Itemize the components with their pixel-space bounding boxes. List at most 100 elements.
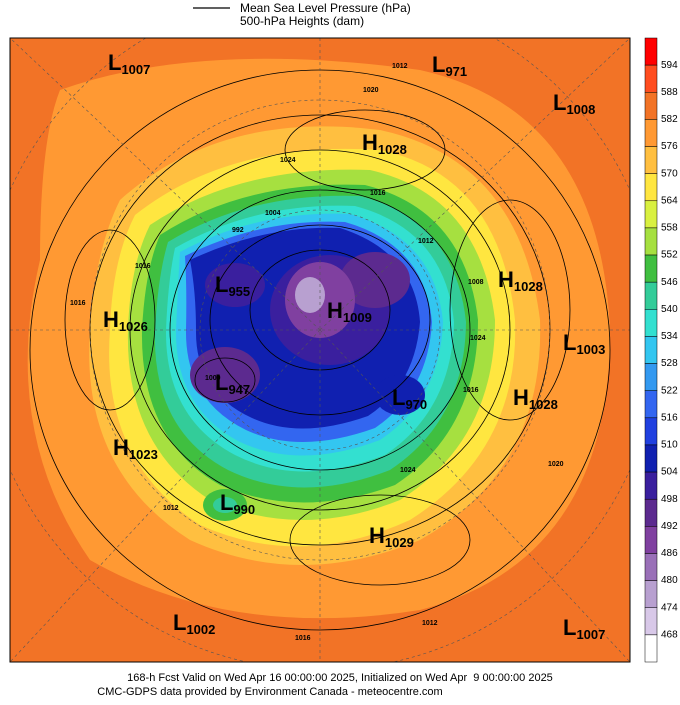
pressure-center: L990 bbox=[220, 490, 255, 517]
colorbar-box bbox=[644, 634, 658, 663]
colorbar-label: 492 bbox=[661, 521, 678, 532]
center-type: L bbox=[215, 370, 228, 395]
colorbar-box bbox=[644, 336, 658, 364]
contour-label: 1000 bbox=[205, 375, 221, 382]
pressure-center: H1028 bbox=[498, 267, 543, 294]
colorbar-box bbox=[644, 281, 658, 310]
center-value: 1009 bbox=[343, 310, 372, 325]
pressure-center: L1007 bbox=[563, 615, 605, 642]
colorbar-label: 582 bbox=[661, 114, 678, 125]
colorbar-label: 588 bbox=[661, 87, 678, 98]
center-type: L bbox=[173, 610, 186, 635]
colorbar-box bbox=[644, 444, 658, 473]
center-type: L bbox=[108, 50, 121, 75]
contour-label: 1024 bbox=[400, 467, 416, 474]
center-value: 947 bbox=[228, 382, 250, 397]
colorbar-box bbox=[644, 553, 658, 581]
center-type: H bbox=[103, 307, 119, 332]
colorbar-box bbox=[644, 363, 658, 391]
contour-label: 1016 bbox=[70, 300, 86, 307]
pressure-center: L947 bbox=[215, 370, 250, 397]
contour-label: 1016 bbox=[370, 190, 386, 197]
colorbar-label: 594 bbox=[661, 60, 678, 71]
center-value: 1008 bbox=[566, 102, 595, 117]
colorbar-box bbox=[644, 200, 658, 229]
center-value: 1003 bbox=[576, 342, 605, 357]
center-type: L bbox=[563, 615, 576, 640]
contour-label: 1012 bbox=[163, 505, 179, 512]
colorbar-label: 504 bbox=[661, 467, 678, 478]
colorbar-label: 570 bbox=[661, 168, 678, 179]
colorbar-box bbox=[644, 390, 658, 419]
colorbar-box bbox=[644, 607, 658, 636]
colorbar-label: 540 bbox=[661, 304, 678, 315]
colorbar-box bbox=[644, 309, 658, 337]
colorbar-label: 546 bbox=[661, 277, 678, 288]
center-value: 1028 bbox=[529, 397, 558, 412]
colorbar-label: 534 bbox=[661, 331, 678, 342]
center-value: 971 bbox=[445, 64, 467, 79]
colorbar-box bbox=[644, 173, 658, 202]
center-value: 970 bbox=[405, 397, 427, 412]
contour-label: 1016 bbox=[463, 387, 479, 394]
colorbar-label: 498 bbox=[661, 494, 678, 505]
center-value: 1029 bbox=[385, 535, 414, 550]
contour-label: 1016 bbox=[135, 263, 151, 270]
colorbar-label: 552 bbox=[661, 250, 678, 261]
center-type: L bbox=[220, 490, 233, 515]
contour-label: 1020 bbox=[548, 461, 564, 468]
pressure-center: H1009 bbox=[327, 298, 372, 325]
pressure-center: L1002 bbox=[173, 610, 215, 637]
center-type: L bbox=[432, 52, 445, 77]
center-type: H bbox=[513, 385, 529, 410]
colorbar-label: 468 bbox=[661, 630, 678, 641]
center-type: L bbox=[215, 272, 228, 297]
center-type: H bbox=[362, 130, 378, 155]
center-type: H bbox=[113, 435, 129, 460]
center-type: H bbox=[369, 523, 385, 548]
pressure-center: L1008 bbox=[553, 90, 595, 117]
pressure-center: L1007 bbox=[108, 50, 150, 77]
pressure-center: H1023 bbox=[113, 435, 158, 462]
pressure-center: L970 bbox=[392, 385, 427, 412]
colorbar-label: 516 bbox=[661, 412, 678, 423]
colorbar-label: 486 bbox=[661, 548, 678, 559]
center-value: 990 bbox=[233, 502, 255, 517]
colorbar-label: 576 bbox=[661, 141, 678, 152]
colorbar-box bbox=[644, 471, 658, 500]
legend-text: Mean Sea Level Pressure (hPa) bbox=[240, 1, 411, 15]
contour-label: 992 bbox=[232, 227, 244, 234]
center-type: H bbox=[498, 267, 514, 292]
colorbar-box bbox=[644, 498, 658, 527]
legend-text: 500-hPa Heights (dam) bbox=[240, 14, 364, 28]
pressure-center: H1028 bbox=[513, 385, 558, 412]
colorbar-label: 480 bbox=[661, 575, 678, 586]
center-type: L bbox=[392, 385, 405, 410]
colorbar-box bbox=[644, 146, 658, 174]
colorbar-label: 528 bbox=[661, 358, 678, 369]
colorbar-box bbox=[644, 417, 658, 446]
contour-label: 1012 bbox=[418, 238, 434, 245]
map-frame bbox=[9, 37, 631, 663]
colorbar-label: 558 bbox=[661, 223, 678, 234]
colorbar-label: 522 bbox=[661, 385, 678, 396]
colorbar-label: 564 bbox=[661, 195, 678, 206]
pressure-center: L971 bbox=[432, 52, 467, 79]
pressure-center: H1029 bbox=[369, 523, 414, 550]
center-value: 1023 bbox=[129, 447, 158, 462]
center-type: L bbox=[553, 90, 566, 115]
contour-label: 1016 bbox=[295, 635, 311, 642]
center-type: H bbox=[327, 298, 343, 323]
center-value: 1028 bbox=[514, 279, 543, 294]
contour-label: 1012 bbox=[422, 620, 438, 627]
colorbar-box bbox=[644, 64, 658, 93]
colorbar-label: 510 bbox=[661, 440, 678, 451]
center-value: 1026 bbox=[119, 319, 148, 334]
center-value: 1028 bbox=[378, 142, 407, 157]
contour-label: 1024 bbox=[470, 335, 486, 342]
colorbar-box bbox=[644, 37, 658, 66]
pressure-center: L1003 bbox=[563, 330, 605, 357]
pressure-center: L955 bbox=[215, 272, 250, 299]
center-value: 955 bbox=[228, 284, 250, 299]
